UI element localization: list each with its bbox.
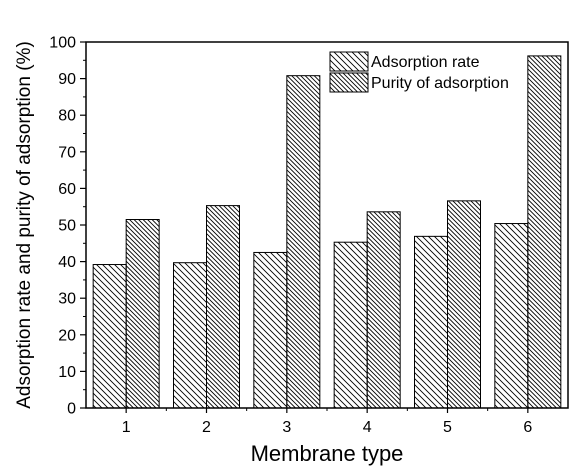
- y-axis-ticks: 0 10 20 30 40 50 60 70 80 90 100: [49, 35, 86, 418]
- y-tick-label-0: 0: [67, 401, 76, 418]
- x-axis-label: Membrane type: [251, 441, 404, 466]
- bar-adsorption-rate-3: [253, 251, 288, 409]
- bar-adsorption-rate-2: [173, 262, 207, 409]
- y-tick-label-20: 20: [58, 327, 76, 344]
- y-axis-label: Adsorption rate and purity of adsorption…: [14, 41, 35, 409]
- bar-adsorption-rate-1: [92, 264, 127, 409]
- bar-purity-of-adsorption-1: [125, 219, 160, 409]
- bars-group: [92, 55, 562, 409]
- x-tick-label-1: 1: [122, 419, 131, 436]
- legend-label-adsorption-rate: Adsorption rate: [371, 54, 480, 71]
- y-tick-label-90: 90: [58, 71, 76, 88]
- legend-swatch-purity-of-adsorption: [329, 72, 369, 93]
- y-tick-label-100: 100: [49, 35, 76, 52]
- y-tick-label-40: 40: [58, 254, 76, 271]
- bar-adsorption-rate-5: [414, 235, 448, 409]
- y-tick-label-10: 10: [58, 364, 76, 381]
- y-tick-label-60: 60: [58, 181, 76, 198]
- bar-adsorption-rate-4: [333, 241, 368, 409]
- x-tick-label-2: 2: [202, 419, 211, 436]
- y-tick-label-80: 80: [58, 108, 76, 125]
- y-tick-label-30: 30: [58, 291, 76, 308]
- x-axis-ticks: 1 2 3 4 5 6: [122, 408, 532, 436]
- bar-purity-of-adsorption-4: [366, 211, 401, 409]
- y-tick-label-70: 70: [58, 144, 76, 161]
- y-tick-label-50: 50: [58, 218, 76, 235]
- x-tick-label-5: 5: [443, 419, 452, 436]
- bar-adsorption-rate-6: [494, 223, 529, 409]
- bar-purity-of-adsorption-2: [206, 205, 240, 409]
- bar-purity-of-adsorption-6: [527, 55, 562, 409]
- legend-swatch-adsorption-rate: [329, 51, 369, 72]
- x-tick-label-3: 3: [282, 419, 291, 436]
- bar-purity-of-adsorption-5: [447, 200, 481, 409]
- x-tick-label-6: 6: [523, 419, 532, 436]
- legend-label-purity-of-adsorption: Purity of adsorption: [371, 75, 509, 92]
- legend: Adsorption rate Purity of adsorption: [329, 51, 509, 93]
- bar-purity-of-adsorption-3: [286, 75, 321, 409]
- plot-frame: [85, 41, 569, 409]
- x-tick-label-4: 4: [363, 419, 372, 436]
